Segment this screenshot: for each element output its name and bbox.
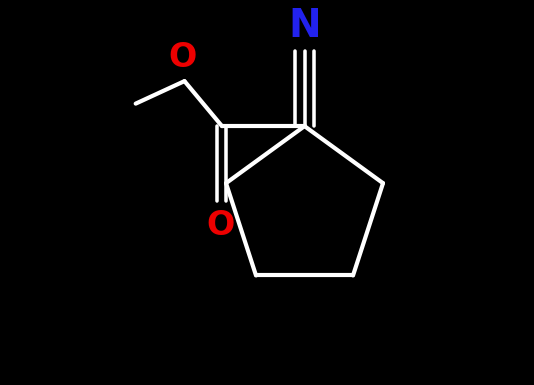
Text: N: N xyxy=(288,7,321,45)
Text: O: O xyxy=(206,209,234,242)
Text: O: O xyxy=(168,40,197,74)
